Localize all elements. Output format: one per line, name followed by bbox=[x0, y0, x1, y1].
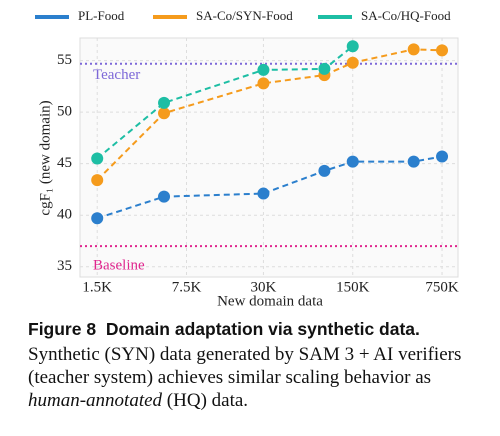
data-point bbox=[436, 150, 449, 163]
data-point bbox=[158, 190, 171, 203]
data-point bbox=[318, 164, 331, 177]
plot-area bbox=[79, 37, 459, 278]
x-tick-label: 750K bbox=[425, 279, 459, 295]
chart: New domain data cgF₁ (new domain) 35 40 45… bbox=[35, 8, 459, 309]
data-point bbox=[436, 44, 449, 57]
y-tick-label: 35 bbox=[57, 258, 72, 274]
y-tick-label: 45 bbox=[57, 155, 72, 171]
data-point bbox=[346, 40, 359, 53]
y-axis-title: cgF₁ (new domain) bbox=[37, 100, 53, 215]
data-point bbox=[91, 152, 104, 165]
caption-emphasis: human-annotated bbox=[28, 390, 163, 411]
x-tick-label: 150K bbox=[336, 279, 370, 295]
caption-heading: Figure 8 Domain adaptation via synthetic… bbox=[28, 318, 490, 341]
x-tick-label: 30K bbox=[251, 279, 277, 295]
figure-title: Domain adaptation via synthetic data. bbox=[105, 319, 420, 339]
data-point bbox=[91, 174, 104, 187]
legend-label: SA-Co/HQ-Food bbox=[361, 8, 451, 23]
data-point bbox=[318, 62, 331, 75]
y-tick-label: 55 bbox=[57, 52, 72, 68]
data-point bbox=[346, 155, 359, 168]
data-point bbox=[158, 96, 171, 109]
y-tick-label: 40 bbox=[57, 207, 72, 223]
legend-label: SA-Co/SYN-Food bbox=[196, 8, 293, 23]
data-point bbox=[346, 56, 359, 69]
data-point bbox=[158, 107, 171, 120]
data-point bbox=[257, 77, 270, 90]
reference-label: Teacher bbox=[93, 67, 140, 83]
caption: Figure 8 Domain adaptation via synthetic… bbox=[28, 318, 490, 412]
data-point bbox=[91, 212, 104, 225]
data-point bbox=[407, 43, 420, 56]
caption-text: Synthetic (SYN) data generated by SAM 3 … bbox=[28, 344, 462, 388]
data-point bbox=[407, 155, 420, 168]
figure-label: Figure 8 bbox=[28, 319, 97, 339]
x-axis-title: New domain data bbox=[217, 293, 323, 309]
x-tick-label: 7.5K bbox=[172, 279, 202, 295]
caption-text: (HQ) data. bbox=[162, 390, 249, 411]
x-tick-label: 1.5K bbox=[82, 279, 112, 295]
legend-label: PL-Food bbox=[78, 8, 125, 23]
data-point bbox=[257, 63, 270, 76]
y-tick-label: 50 bbox=[57, 104, 72, 120]
data-point bbox=[257, 187, 270, 200]
reference-label: Baseline bbox=[93, 258, 145, 274]
